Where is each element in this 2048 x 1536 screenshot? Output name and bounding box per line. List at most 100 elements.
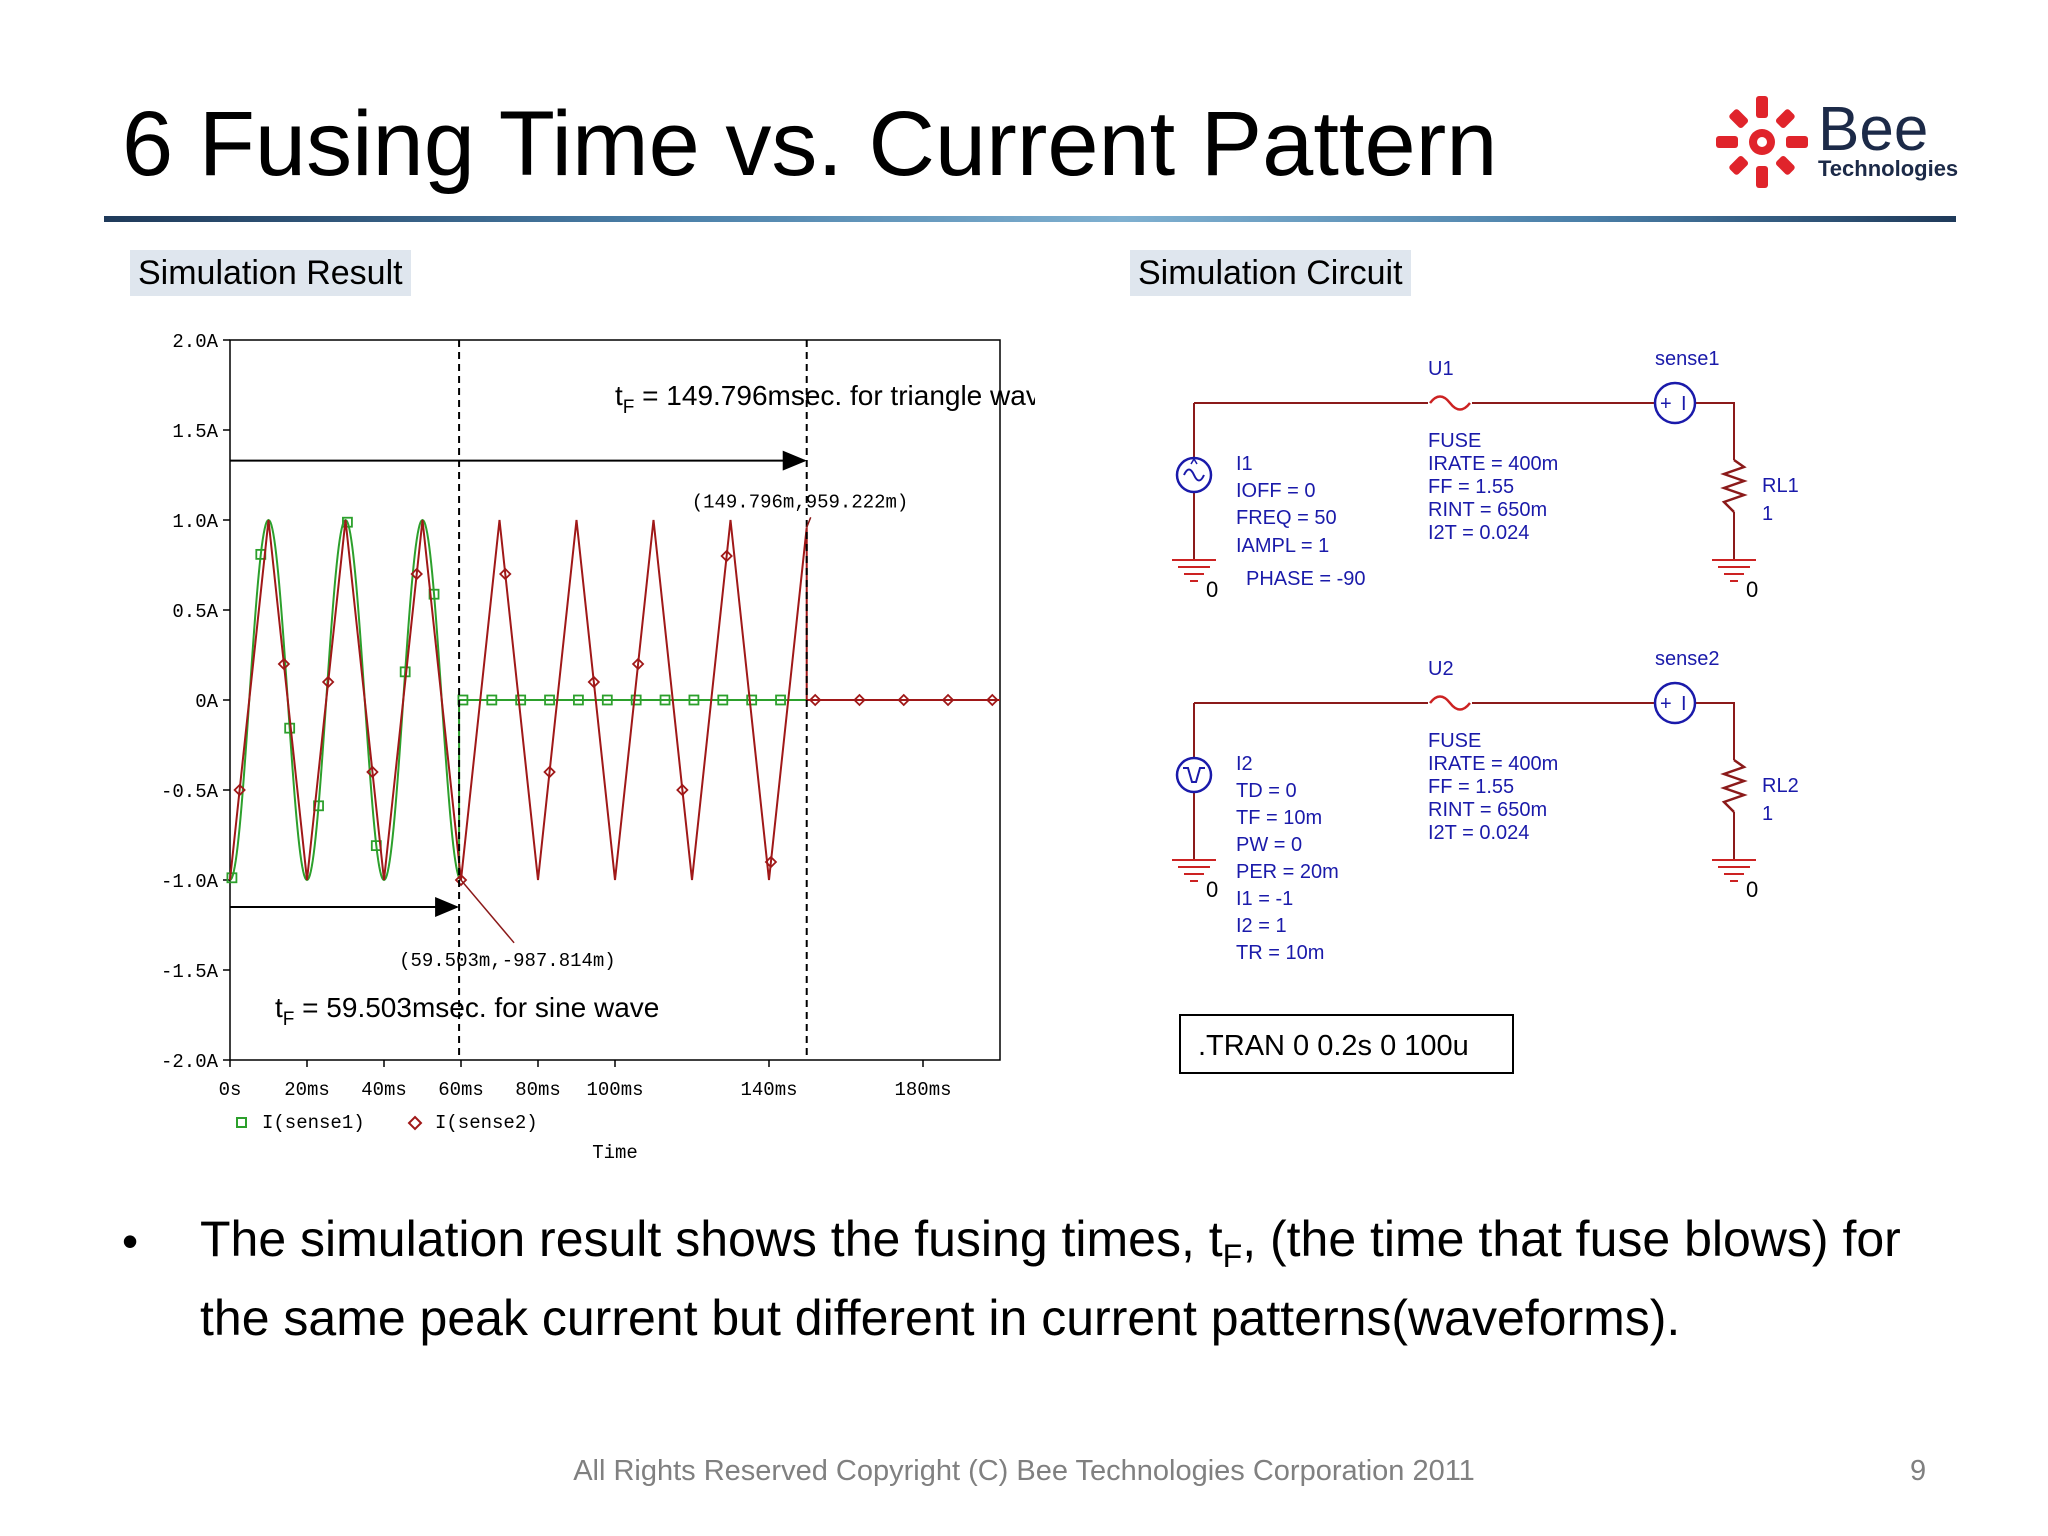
- bullet-text-part: The simulation result shows the fusing t…: [200, 1211, 1223, 1267]
- sine-annotation: tF = 59.503msec. for sine wave: [275, 992, 659, 1030]
- triangle-annotation-sub: F: [623, 397, 635, 418]
- triangle-annotation-text: = 149.796msec. for triangle wave: [634, 380, 1035, 411]
- i2-param: I1 = -1: [1236, 888, 1293, 910]
- rl1-ref: RL1: [1762, 475, 1799, 497]
- triangle-leader-line: [806, 517, 812, 528]
- series-point-I(sense1): [630, 694, 642, 706]
- series-point-I(sense2): [720, 549, 733, 563]
- legend-label-sense2: I(sense2): [435, 1112, 538, 1134]
- ground-left-bottom-label: 0: [1206, 877, 1218, 902]
- ground-left-top-label: 0: [1206, 577, 1218, 602]
- i1-ref: I1: [1236, 453, 1253, 475]
- series-point-I(sense2): [277, 657, 291, 671]
- y-tick-label: -0.5A: [161, 781, 219, 803]
- x-tick-label: 80ms: [515, 1079, 561, 1101]
- u1-param: RINT = 650m: [1428, 499, 1547, 521]
- rl1-value: 1: [1762, 503, 1773, 525]
- i2-param: PW = 0: [1236, 834, 1302, 856]
- bullet-text: The simulation result shows the fusing t…: [200, 1208, 1960, 1349]
- series-line-I(sense2): [229, 519, 1000, 881]
- starburst-icon: [1716, 96, 1808, 188]
- series-layer: [226, 516, 1000, 887]
- series-point-I(sense2): [853, 693, 866, 707]
- i1-param: IOFF = 0: [1236, 480, 1315, 502]
- u2-param: FF = 1.55: [1428, 776, 1514, 798]
- series-point-I(sense2): [410, 567, 423, 581]
- u2-ref: U2: [1428, 658, 1454, 680]
- legend-marker-sense1: [236, 1117, 247, 1128]
- u1-param: IRATE = 400m: [1428, 453, 1558, 475]
- pulse-source-icon: [1175, 756, 1213, 794]
- i2-param: I2 = 1: [1236, 915, 1287, 937]
- ground-right-top-icon: [1712, 559, 1756, 582]
- bullet-text-part: , (the time that fuse blows) for the sam…: [200, 1211, 1901, 1346]
- x-tick-label: 20ms: [284, 1079, 330, 1101]
- u2-param: IRATE = 400m: [1428, 753, 1558, 775]
- svg-text:+: +: [1660, 393, 1672, 415]
- series-point-I(sense2): [366, 765, 379, 779]
- series-point-I(sense1): [515, 694, 527, 706]
- series-point-I(sense1): [544, 694, 555, 706]
- page-number: 9: [1910, 1455, 1927, 1487]
- series-point-I(sense1): [659, 694, 671, 706]
- bullet-marker: •: [122, 1215, 139, 1267]
- x-tick-label: 100ms: [586, 1079, 643, 1101]
- simulation-circuit: + I 0 0 I1 IOFF = 0 FREQ = 50 IAMPL = 1 …: [1172, 348, 1799, 1074]
- ground-right-top-label: 0: [1746, 577, 1758, 602]
- y-tick-label: 0.5A: [172, 601, 218, 623]
- svg-text:I: I: [1681, 393, 1687, 415]
- cursor-layer: (59.503m,-987.814m) (149.796m,959.222m): [230, 340, 908, 1060]
- series-point-I(sense1): [573, 694, 584, 706]
- series-point-I(sense1): [486, 694, 498, 706]
- sine-leader-line: [458, 877, 515, 944]
- series-point-I(sense1): [746, 694, 758, 706]
- series-point-I(sense2): [764, 855, 778, 869]
- copyright-footer: All Rights Reserved Copyright (C) Bee Te…: [573, 1455, 1475, 1487]
- bullet-subscript: F: [1222, 1238, 1243, 1274]
- series-point-I(sense1): [342, 516, 353, 528]
- x-tick-label: 180ms: [894, 1079, 951, 1101]
- series-point-I(sense1): [226, 872, 238, 884]
- y-tick-label: 1.5A: [172, 421, 218, 443]
- x-axis: 0s 20ms 40ms 60ms 80ms 100ms 140ms 180ms: [219, 1060, 952, 1101]
- u2-param: I2T = 0.024: [1428, 822, 1529, 844]
- ground-right-bottom-label: 0: [1746, 877, 1758, 902]
- series-point-I(sense2): [808, 693, 822, 707]
- legend-label-sense1: I(sense1): [262, 1112, 365, 1134]
- fuse-u2-icon: [1429, 695, 1471, 711]
- logo-word: Bee: [1818, 95, 1928, 164]
- rl2-ref: RL2: [1762, 775, 1799, 797]
- fuse-u1-icon: [1429, 395, 1471, 411]
- series-point-I(sense2): [587, 675, 601, 689]
- series-point-I(sense2): [676, 783, 689, 797]
- sine-annotation-text: = 59.503msec. for sine wave: [294, 992, 659, 1023]
- rl2-value: 1: [1762, 803, 1773, 825]
- i1-param: IAMPL = 1: [1236, 535, 1329, 557]
- y-tick-label: 0A: [195, 691, 218, 713]
- y-tick-label: -2.0A: [161, 1051, 219, 1073]
- resistor-rl1-icon: [1720, 458, 1748, 513]
- svg-text:I: I: [1681, 693, 1687, 715]
- series-point-I(sense1): [688, 694, 700, 706]
- series-point-I(sense2): [897, 693, 911, 707]
- fusing-time-chart: 2.0A 1.5A 1.0A 0.5A 0A -0.5A -1.0A -1.5A -2.0A 0…: [161, 331, 1035, 1164]
- series-point-I(sense2): [233, 783, 246, 797]
- top-circuit: + I 0 0 I1 IOFF = 0 FREQ = 50 IAMPL = 1 …: [1172, 348, 1799, 602]
- x-tick-label: 60ms: [438, 1079, 484, 1101]
- triangle-annotation: tF = 149.796msec. for triangle wave: [615, 380, 1035, 418]
- series-point-I(sense2): [454, 873, 468, 887]
- svg-text:+: +: [1660, 693, 1672, 715]
- triangle-cursor-label: (149.796m,959.222m): [692, 491, 909, 513]
- triangle-annotation-prefix: t: [615, 380, 623, 411]
- u1-type: FUSE: [1428, 430, 1481, 452]
- sine-annotation-prefix: t: [275, 992, 283, 1023]
- sine-cursor-label: (59.503m,-987.814m): [399, 950, 616, 972]
- x-tick-label: 140ms: [740, 1079, 797, 1101]
- i2-param: TF = 10m: [1236, 807, 1322, 829]
- u2-param: RINT = 650m: [1428, 799, 1547, 821]
- i1-param: FREQ = 50: [1236, 507, 1337, 529]
- y-tick-label: -1.5A: [161, 961, 219, 983]
- tran-directive-box: [1179, 1014, 1514, 1074]
- simulation-circuit-label: Simulation Circuit: [1130, 250, 1411, 296]
- y-tick-label: -1.0A: [161, 871, 219, 893]
